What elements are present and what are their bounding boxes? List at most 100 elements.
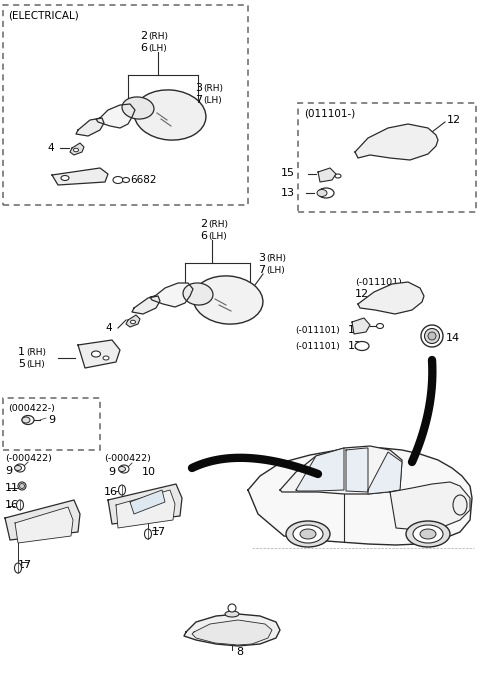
Polygon shape bbox=[346, 448, 368, 492]
Text: (RH): (RH) bbox=[208, 220, 228, 228]
Text: (LH): (LH) bbox=[208, 231, 227, 241]
Text: (000422-): (000422-) bbox=[8, 403, 55, 412]
Text: 13: 13 bbox=[348, 341, 362, 351]
Text: (LH): (LH) bbox=[203, 95, 222, 104]
Text: 9: 9 bbox=[5, 466, 12, 476]
Ellipse shape bbox=[20, 484, 24, 488]
Ellipse shape bbox=[61, 176, 69, 180]
Polygon shape bbox=[150, 283, 193, 307]
Text: (ELECTRICAL): (ELECTRICAL) bbox=[8, 11, 79, 21]
Text: 14: 14 bbox=[446, 333, 460, 343]
Text: 2: 2 bbox=[200, 219, 207, 229]
Text: (RH): (RH) bbox=[266, 254, 286, 263]
Ellipse shape bbox=[183, 283, 213, 305]
Ellipse shape bbox=[225, 611, 239, 617]
Ellipse shape bbox=[413, 525, 443, 543]
Ellipse shape bbox=[300, 529, 316, 539]
Polygon shape bbox=[108, 484, 182, 524]
Text: 2: 2 bbox=[140, 31, 147, 41]
Ellipse shape bbox=[92, 351, 100, 357]
Text: (LH): (LH) bbox=[266, 265, 285, 274]
Text: 6682: 6682 bbox=[130, 175, 156, 185]
Ellipse shape bbox=[144, 529, 152, 539]
Text: (-000422): (-000422) bbox=[5, 453, 52, 462]
Ellipse shape bbox=[16, 500, 24, 510]
Text: 15: 15 bbox=[348, 325, 362, 335]
Text: 8: 8 bbox=[236, 647, 243, 657]
Text: 9: 9 bbox=[108, 467, 115, 477]
Text: 7: 7 bbox=[195, 95, 202, 105]
Ellipse shape bbox=[122, 178, 130, 182]
Ellipse shape bbox=[228, 604, 236, 612]
Text: (-011101): (-011101) bbox=[295, 342, 340, 351]
Text: 3: 3 bbox=[195, 83, 202, 93]
Text: (RH): (RH) bbox=[203, 84, 223, 93]
Ellipse shape bbox=[453, 495, 467, 515]
Ellipse shape bbox=[317, 189, 327, 196]
Text: 16: 16 bbox=[5, 500, 19, 510]
Text: (RH): (RH) bbox=[26, 348, 46, 357]
Text: 6: 6 bbox=[140, 43, 147, 53]
Ellipse shape bbox=[119, 485, 125, 495]
Text: 4: 4 bbox=[47, 143, 54, 153]
Polygon shape bbox=[15, 507, 73, 543]
Text: 13: 13 bbox=[281, 188, 295, 198]
Text: 10: 10 bbox=[142, 467, 156, 477]
Ellipse shape bbox=[15, 464, 25, 472]
Text: 6: 6 bbox=[200, 231, 207, 241]
Ellipse shape bbox=[428, 332, 436, 340]
Polygon shape bbox=[280, 446, 402, 494]
Ellipse shape bbox=[22, 417, 30, 423]
Text: (LH): (LH) bbox=[148, 43, 167, 53]
Text: 1: 1 bbox=[18, 347, 25, 357]
Ellipse shape bbox=[131, 320, 135, 324]
Polygon shape bbox=[130, 490, 165, 514]
Ellipse shape bbox=[318, 188, 334, 198]
Ellipse shape bbox=[134, 90, 206, 140]
Ellipse shape bbox=[335, 174, 341, 178]
Ellipse shape bbox=[424, 329, 440, 344]
Polygon shape bbox=[352, 318, 370, 334]
Polygon shape bbox=[184, 614, 280, 646]
Text: (-000422): (-000422) bbox=[104, 453, 151, 462]
Polygon shape bbox=[355, 124, 438, 160]
Text: (LH): (LH) bbox=[26, 359, 45, 368]
Text: 11: 11 bbox=[5, 483, 19, 493]
Polygon shape bbox=[248, 448, 472, 545]
Polygon shape bbox=[390, 482, 470, 530]
Text: (011101-): (011101-) bbox=[304, 108, 355, 118]
Text: 3: 3 bbox=[258, 253, 265, 263]
Text: 7: 7 bbox=[258, 265, 265, 275]
Ellipse shape bbox=[119, 466, 125, 471]
Ellipse shape bbox=[420, 529, 436, 539]
Ellipse shape bbox=[14, 466, 22, 471]
Text: 15: 15 bbox=[281, 168, 295, 178]
Ellipse shape bbox=[293, 525, 323, 543]
Bar bbox=[3, 5, 248, 205]
Ellipse shape bbox=[421, 325, 443, 347]
Ellipse shape bbox=[103, 356, 109, 360]
Text: 17: 17 bbox=[18, 560, 32, 570]
Bar bbox=[298, 103, 476, 212]
Ellipse shape bbox=[18, 482, 26, 490]
Polygon shape bbox=[70, 143, 84, 155]
Ellipse shape bbox=[113, 176, 123, 183]
Polygon shape bbox=[96, 104, 135, 128]
Ellipse shape bbox=[376, 324, 384, 329]
Ellipse shape bbox=[406, 521, 450, 547]
Text: 4: 4 bbox=[105, 323, 112, 333]
Text: 16: 16 bbox=[104, 487, 118, 497]
Ellipse shape bbox=[122, 97, 154, 119]
Polygon shape bbox=[358, 282, 424, 314]
Polygon shape bbox=[192, 620, 272, 645]
Text: 5: 5 bbox=[18, 359, 25, 369]
Ellipse shape bbox=[286, 521, 330, 547]
Text: (RH): (RH) bbox=[148, 32, 168, 40]
Polygon shape bbox=[78, 340, 120, 368]
Polygon shape bbox=[52, 168, 108, 185]
Bar bbox=[3, 398, 100, 450]
Text: (-011101): (-011101) bbox=[355, 278, 402, 287]
Ellipse shape bbox=[22, 416, 34, 425]
Ellipse shape bbox=[355, 342, 369, 351]
Ellipse shape bbox=[119, 465, 129, 473]
